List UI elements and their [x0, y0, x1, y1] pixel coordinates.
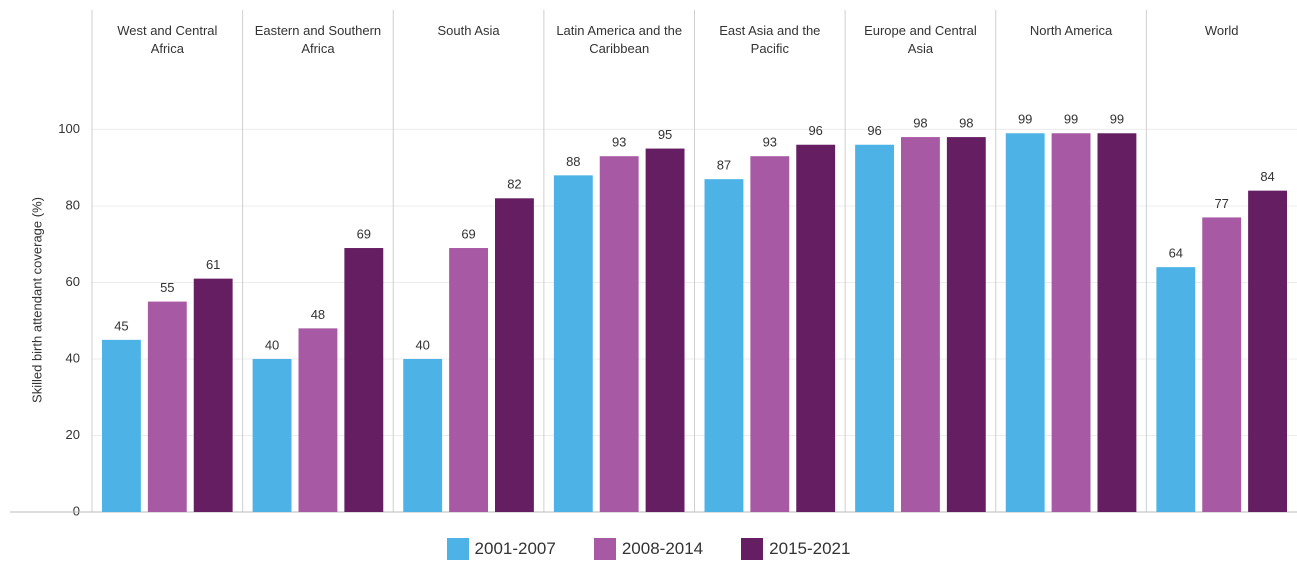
bar: [855, 144, 894, 512]
data-label: 96: [867, 123, 881, 138]
category-label: Europe and Central Asia: [864, 23, 977, 56]
bar: [796, 144, 836, 512]
data-label: 77: [1214, 196, 1228, 211]
data-label: 69: [461, 226, 475, 241]
data-label: 48: [311, 307, 325, 322]
legend-label: 2015-2021: [769, 539, 851, 558]
bar: [1202, 217, 1242, 513]
data-label: 99: [1110, 112, 1124, 127]
legend-swatch: [446, 538, 469, 560]
data-label: 98: [959, 116, 973, 131]
data-label: 69: [357, 226, 371, 241]
bar: [704, 179, 744, 512]
data-label: 95: [658, 127, 672, 142]
bar: [946, 137, 986, 512]
data-label: 99: [1064, 112, 1078, 127]
bar: [495, 198, 534, 512]
category-label: East Asia and the Pacific: [719, 23, 821, 56]
category-label: South Asia: [437, 23, 500, 38]
legend-swatch: [593, 538, 616, 560]
bar: [193, 278, 233, 512]
bar: [147, 301, 187, 512]
bar: [553, 175, 593, 512]
y-tick-label: 40: [66, 350, 80, 365]
category-label: World: [1204, 23, 1239, 38]
category-label: Eastern and Southern Africa: [254, 23, 382, 56]
y-tick-label: 60: [66, 274, 80, 289]
bar: [645, 148, 685, 512]
y-tick-label: 100: [58, 121, 80, 136]
category-label: Latin America and the Caribbean: [556, 23, 683, 56]
bar: [901, 137, 940, 512]
data-label: 88: [566, 154, 580, 169]
y-tick-label: 20: [66, 427, 80, 442]
bar: [599, 156, 639, 513]
bar: [1156, 267, 1196, 512]
data-label: 82: [507, 177, 521, 192]
legend-item: 2001-2007: [446, 538, 556, 560]
data-label: 87: [717, 158, 731, 173]
category-label: West and Central Africa: [117, 23, 218, 56]
bar: [1248, 190, 1287, 512]
data-label: 93: [612, 135, 626, 150]
y-tick-label: 80: [66, 197, 80, 212]
data-label: 40: [415, 337, 429, 352]
legend: 2001-2007 2008-2014 2015-2021: [0, 538, 1297, 560]
data-label: 84: [1260, 169, 1274, 184]
y-tick-label: 0: [73, 503, 80, 518]
legend-label: 2001-2007: [474, 539, 556, 558]
bar: [298, 328, 338, 512]
data-label: 98: [913, 116, 927, 131]
data-label: 99: [1018, 112, 1032, 127]
data-label: 45: [114, 318, 128, 333]
data-label: 96: [808, 123, 822, 138]
bar: [344, 248, 384, 512]
data-label: 40: [265, 337, 279, 352]
data-label: 55: [160, 280, 174, 295]
bar: [252, 358, 292, 512]
bar: [1005, 133, 1045, 512]
y-axis-label: Skilled birth attendant coverage (%): [29, 197, 44, 403]
legend-swatch: [741, 538, 764, 560]
legend-item: 2015-2021: [741, 538, 850, 560]
bar: [403, 358, 443, 512]
data-label: 64: [1169, 246, 1183, 261]
legend-item: 2008-2014: [593, 538, 704, 560]
bar: [750, 156, 790, 513]
bar: [1051, 133, 1091, 512]
legend-label: 2008-2014: [621, 539, 704, 558]
bar: [1097, 133, 1137, 512]
data-label: 93: [763, 135, 777, 150]
bar: [102, 339, 141, 512]
data-label: 61: [206, 257, 220, 272]
bar: [449, 248, 488, 512]
category-label: North America: [1029, 23, 1113, 38]
